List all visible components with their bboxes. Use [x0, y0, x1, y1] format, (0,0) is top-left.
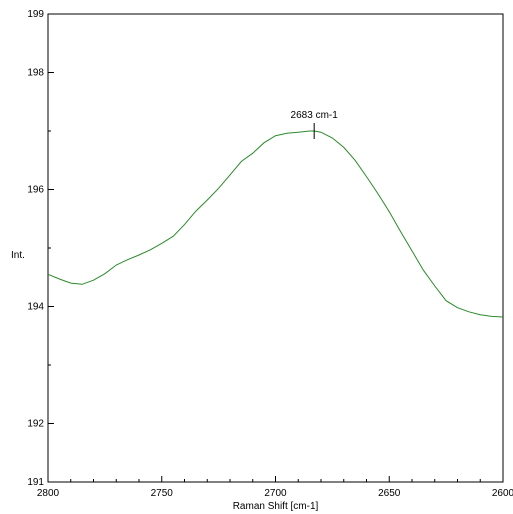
x-axis-title: Raman Shift [cm-1]: [233, 501, 319, 512]
y-axis-title: Int.: [11, 250, 25, 261]
y-tick-label: 196: [27, 185, 44, 196]
peak-annotation: 2683 cm-1: [291, 110, 339, 139]
y-axis: 191 192 194 196 198 199: [27, 9, 54, 488]
y-tick-label: 191: [27, 477, 44, 488]
y-tick-label: 194: [27, 302, 44, 313]
plot-frame: [47, 13, 504, 483]
x-tick-label: 2750: [151, 488, 174, 499]
y-tick-label: 192: [27, 419, 44, 430]
x-tick-label: 2700: [264, 488, 287, 499]
x-tick-label: 2600: [492, 488, 513, 499]
y-tick-label: 198: [27, 68, 44, 79]
series-line: [47, 130, 504, 318]
x-axis: 2800 2750 2700 2650 2600: [37, 476, 513, 499]
y-tick-label: 199: [27, 9, 44, 20]
x-tick-label: 2800: [37, 488, 60, 499]
peak-label: 2683 cm-1: [291, 110, 339, 121]
x-tick-label: 2650: [378, 488, 401, 499]
